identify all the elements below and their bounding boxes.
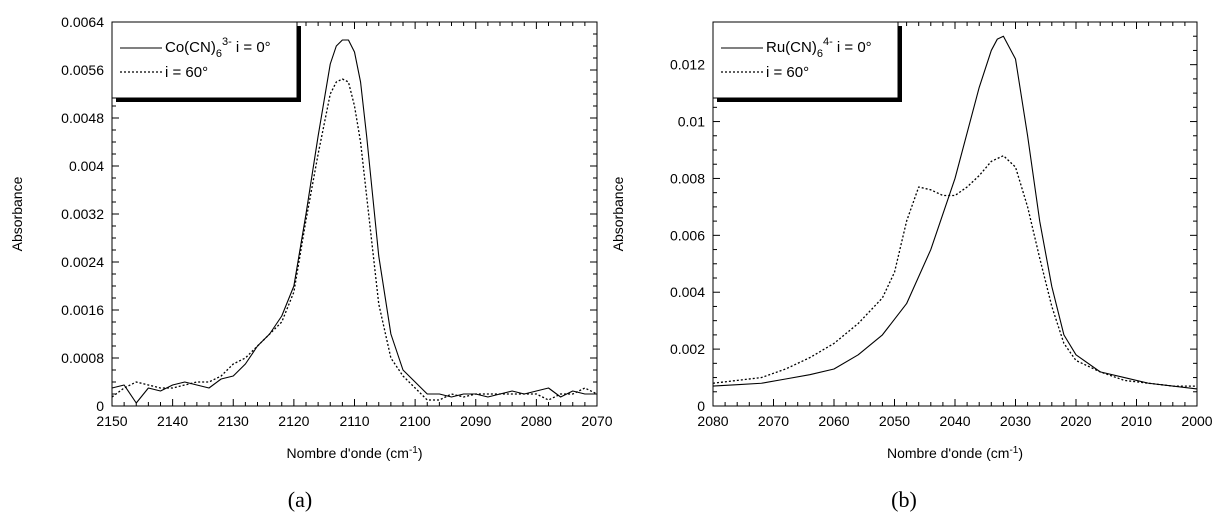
y-tick-label: 0.0016 bbox=[61, 302, 104, 318]
panel-a-series bbox=[111, 39, 598, 404]
y-tick-label: 0.004 bbox=[670, 284, 705, 300]
y-tick-label: 0 bbox=[96, 398, 104, 414]
panel-a-legend-entry-1: Co(CN)63- i = 0° bbox=[165, 36, 271, 60]
panel-b-chart: 2080 2070 2060 2050 2040 2030 2020 2010 2000 0 0.0… bbox=[610, 21, 1213, 462]
x-tick-label: 2110 bbox=[339, 413, 369, 429]
x-tick-label: 2080 bbox=[521, 413, 552, 429]
panel-a-y-axis-title: Absorbance bbox=[9, 176, 25, 251]
panel-a-legend: Co(CN)63- i = 0° i = 60° bbox=[111, 21, 301, 102]
panel-a-legend-box bbox=[111, 21, 298, 99]
y-tick-label: 0.0008 bbox=[61, 350, 104, 366]
y-tick-label: 0.0048 bbox=[61, 110, 104, 126]
series-solid-line bbox=[712, 35, 1198, 390]
series-dotted-line bbox=[712, 155, 1197, 387]
x-tick-label: 2050 bbox=[879, 413, 910, 429]
y-tick-label: 0.004 bbox=[69, 158, 104, 174]
panel-a-tick-labels: 2150 2140 2130 2120 2110 2100 2090 2080 2070 0 0.0… bbox=[61, 14, 613, 429]
y-tick-label: 0.006 bbox=[670, 227, 705, 243]
panel-a-chart: 2150 2140 2130 2120 2110 2100 2090 2080 2070 0 0.0… bbox=[9, 14, 613, 461]
series-dotted-line bbox=[111, 78, 598, 401]
y-tick-label: 0.0032 bbox=[61, 206, 104, 222]
x-tick-label: 2100 bbox=[400, 413, 431, 429]
x-tick-label: 2040 bbox=[939, 413, 970, 429]
y-tick-label: 0 bbox=[697, 398, 705, 414]
y-tick-label: 0.0056 bbox=[61, 62, 104, 78]
panel-b-legend-entry-2: i = 60° bbox=[766, 64, 809, 81]
panel-b-tick-labels: 2080 2070 2060 2050 2040 2030 2020 2010 2000 0 0.0… bbox=[670, 57, 1213, 429]
x-tick-label: 2070 bbox=[758, 413, 789, 429]
y-tick-label: 0.0024 bbox=[61, 254, 104, 270]
y-tick-label: 0.002 bbox=[670, 341, 705, 357]
x-tick-label: 2120 bbox=[278, 413, 309, 429]
panel-a-x-axis-title: Nombre d'onde (cm-1) bbox=[286, 445, 422, 462]
panel-b-x-axis-title: Nombre d'onde (cm-1) bbox=[887, 445, 1023, 462]
x-tick-label: 2140 bbox=[157, 413, 188, 429]
x-tick-label: 2060 bbox=[818, 413, 849, 429]
x-tick-label: 2000 bbox=[1181, 413, 1212, 429]
panel-b-frame bbox=[712, 21, 1198, 407]
x-tick-label: 2090 bbox=[460, 413, 491, 429]
panel-b-series bbox=[712, 35, 1198, 390]
panel-b-legend-entry-1: Ru(CN)64- i = 0° bbox=[766, 36, 872, 60]
panel-b-legend-box bbox=[712, 21, 899, 99]
y-tick-label: 0.01 bbox=[678, 114, 705, 130]
panel-a-legend-entry-2: i = 60° bbox=[165, 64, 208, 81]
panel-a-frame bbox=[111, 21, 598, 407]
y-tick-label: 0.008 bbox=[670, 170, 705, 186]
panel-a-label: (a) bbox=[287, 487, 313, 512]
y-tick-label: 0.0064 bbox=[61, 14, 104, 30]
x-tick-label: 2150 bbox=[96, 413, 127, 429]
x-tick-label: 2070 bbox=[581, 413, 612, 429]
x-tick-label: 2020 bbox=[1060, 413, 1091, 429]
x-tick-label: 2130 bbox=[218, 413, 249, 429]
x-tick-label: 2010 bbox=[1121, 413, 1152, 429]
panel-b-label: (b) bbox=[891, 487, 917, 512]
panel-b-y-axis-title: Absorbance bbox=[610, 176, 626, 251]
y-tick-label: 0.012 bbox=[670, 57, 705, 73]
x-tick-label: 2080 bbox=[697, 413, 728, 429]
panel-b-legend: Ru(CN)64- i = 0° i = 60° bbox=[712, 21, 902, 102]
series-solid-line bbox=[111, 39, 597, 404]
x-tick-label: 2030 bbox=[1000, 413, 1031, 429]
